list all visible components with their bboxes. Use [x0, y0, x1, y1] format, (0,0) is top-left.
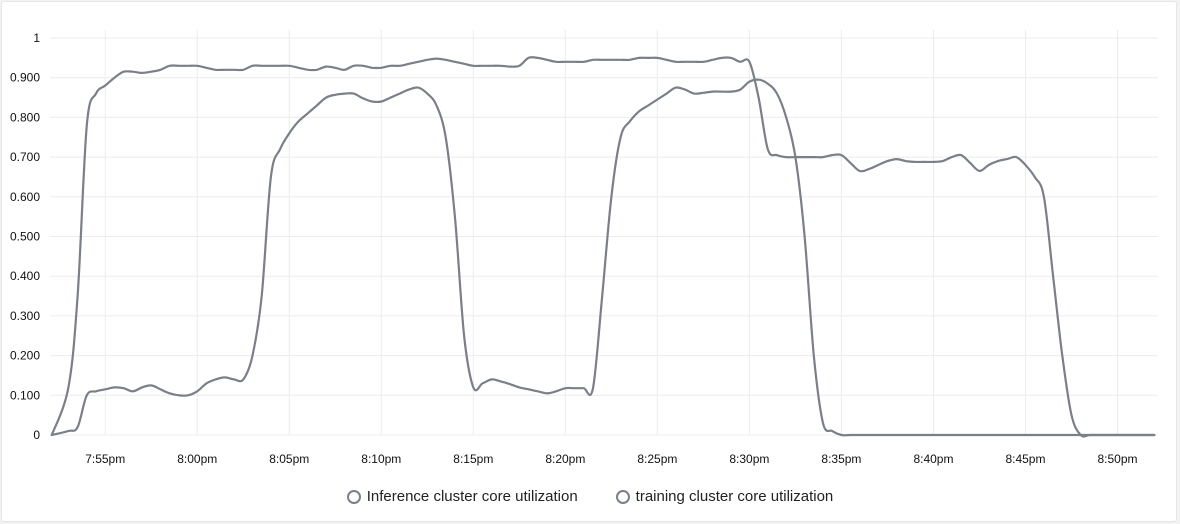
series-line-inference[interactable] [50, 56, 1156, 438]
y-tick-label: 0.800 [10, 110, 40, 124]
y-tick-label: 0.400 [10, 269, 40, 283]
legend-item-training[interactable]: training cluster core utilization [615, 488, 834, 505]
x-tick-label: 8:35pm [821, 452, 861, 466]
y-tick-label: 0.200 [10, 349, 40, 363]
x-tick-label: 8:05pm [269, 452, 309, 466]
y-tick-label: 0 [33, 428, 40, 442]
y-tick-label: 0.900 [10, 71, 40, 85]
legend-circle-icon [615, 489, 630, 504]
x-tick-label: 8:25pm [637, 452, 677, 466]
y-tick-label: 0.500 [10, 230, 40, 244]
y-tick-label: 1 [33, 31, 40, 45]
y-tick-label: 0.300 [10, 309, 40, 323]
x-tick-label: 8:45pm [1005, 452, 1045, 466]
grid-lines [50, 30, 1158, 436]
series-line-training[interactable] [50, 78, 1156, 437]
x-tick-label: 8:15pm [453, 452, 493, 466]
x-tick-label: 7:55pm [85, 452, 125, 466]
x-axis-ticks: 7:55pm 8:00pm 8:05pm 8:10pm 8:15pm 8:20pm 8:25… [85, 452, 1137, 466]
x-tick-label: 8:40pm [913, 452, 953, 466]
x-tick-label: 8:20pm [545, 452, 585, 466]
legend-circle-icon [346, 489, 361, 504]
line-chart: 0 0.100 0.200 0.300 0.400 0.500 0.600 0.700 0.80… [10, 30, 1158, 466]
legend-label: training cluster core utilization [635, 488, 834, 505]
legend-item-inference[interactable]: Inference cluster core utilization [346, 488, 578, 505]
y-tick-label: 0.600 [10, 190, 40, 204]
y-tick-label: 0.700 [10, 150, 40, 164]
series-group [50, 56, 1156, 438]
x-tick-label: 8:10pm [361, 452, 401, 466]
legend-label: Inference cluster core utilization [366, 488, 578, 505]
x-tick-label: 8:00pm [177, 452, 217, 466]
chart-legend: Inference cluster core utilization train… [0, 488, 1180, 505]
x-tick-label: 8:30pm [729, 452, 769, 466]
x-tick-label: 8:50pm [1097, 452, 1137, 466]
y-axis-ticks: 0 0.100 0.200 0.300 0.400 0.500 0.600 0.700 0.80… [10, 31, 40, 442]
y-tick-label: 0.100 [10, 388, 40, 402]
